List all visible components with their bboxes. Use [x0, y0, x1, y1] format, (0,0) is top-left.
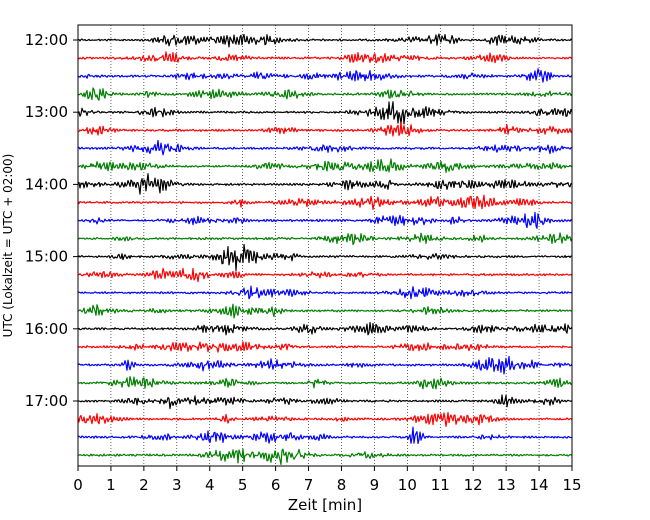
x-tick-label: 8 [337, 476, 347, 494]
x-tick-label: 15 [562, 476, 581, 494]
x-axis-ticks: 0 1 2 3 4 5 6 7 8 9 10 11 12 13 14 15 [73, 466, 582, 494]
x-tick-label: 11 [431, 476, 450, 494]
trace-1230 [77, 68, 573, 83]
trace-1245 [77, 87, 573, 101]
trace-1545 [77, 303, 573, 319]
seismic-traces [77, 33, 573, 466]
trace-1730 [77, 426, 573, 445]
x-tick-label: 9 [370, 476, 380, 494]
x-tick-label: 5 [238, 476, 248, 494]
y-axis-ticks: 12:00 13:00 14:00 15:00 16:00 17:00 [25, 31, 78, 410]
trace-1700 [77, 394, 573, 410]
x-tick-label: 0 [73, 476, 83, 494]
y-axis-label: UTC (Lokalzeit = UTC + 02:00) [1, 154, 15, 338]
trace-1645 [77, 376, 573, 390]
trace-1445 [77, 232, 573, 246]
x-tick-label: 1 [106, 476, 116, 494]
trace-1330 [77, 139, 573, 156]
plot-frame [77, 24, 573, 467]
trace-1615 [77, 341, 573, 353]
x-tick-label: 2 [139, 476, 149, 494]
trace-1315 [77, 121, 573, 137]
trace-1600 [77, 321, 573, 336]
x-tick-label: 3 [172, 476, 182, 494]
y-tick-label: 16:00 [25, 320, 68, 338]
y-tick-label: 17:00 [25, 392, 68, 410]
x-axis-label: Zeit [min] [288, 496, 362, 514]
y-tick-label: 12:00 [25, 31, 68, 49]
vertical-gridlines [110, 25, 540, 466]
trace-1200 [77, 33, 573, 48]
trace-1500 [77, 243, 573, 272]
trace-1300 [77, 101, 573, 125]
y-tick-label: 13:00 [25, 103, 68, 121]
trace-1415 [77, 194, 573, 210]
x-tick-label: 13 [497, 476, 516, 494]
trace-1430 [77, 211, 573, 229]
x-tick-label: 12 [464, 476, 483, 494]
y-tick-label: 14:00 [25, 175, 68, 193]
x-tick-label: 7 [304, 476, 314, 494]
y-tick-label: 15:00 [25, 248, 68, 266]
trace-1515 [77, 267, 573, 283]
x-tick-label: 4 [205, 476, 215, 494]
trace-1630 [77, 355, 573, 375]
trace-1530 [77, 285, 573, 300]
trace-1345 [77, 158, 573, 173]
x-tick-label: 14 [530, 476, 549, 494]
trace-1400 [77, 173, 573, 195]
trace-1715 [77, 411, 573, 427]
x-tick-label: 6 [271, 476, 281, 494]
trace-1745 [77, 448, 573, 466]
x-tick-label: 10 [398, 476, 417, 494]
trace-1215 [77, 51, 573, 64]
